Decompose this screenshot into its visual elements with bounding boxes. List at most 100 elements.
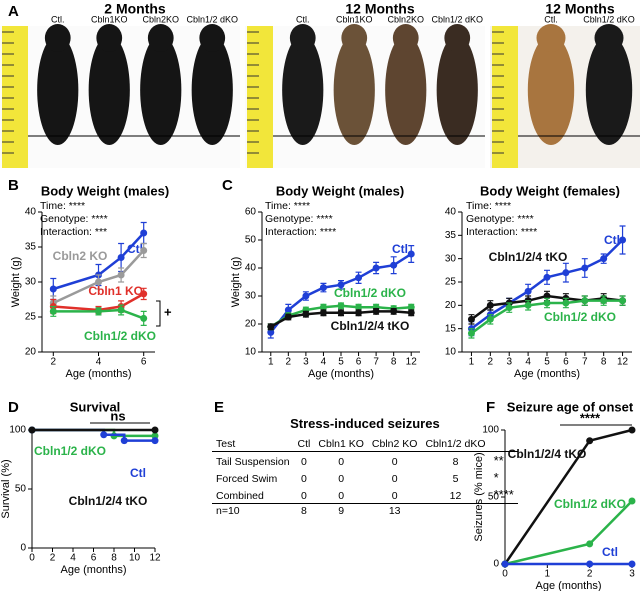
data-point: [586, 540, 594, 548]
mouse-head: [199, 24, 226, 52]
x-tick-label: 6: [356, 357, 362, 368]
annotation: Interaction: ****: [265, 226, 336, 238]
table-footer-row: n=10 8 9 13: [212, 503, 518, 518]
x-tick-label: 1: [545, 569, 551, 580]
x-tick-label: 3: [506, 357, 512, 368]
data-point: [562, 299, 570, 307]
x-tick-label: 6: [91, 553, 97, 564]
y-tick-label: 50: [245, 235, 257, 246]
data-point: [543, 299, 551, 307]
mouse-head: [289, 24, 316, 52]
y-axis-label: Weight (g): [230, 257, 242, 308]
mouse-body: [37, 35, 79, 145]
annotation: Time: ****: [466, 200, 511, 212]
data-point: [140, 229, 148, 237]
y-tick-label: 35: [445, 230, 457, 241]
y-tick-label: 30: [25, 277, 37, 288]
x-tick-label: 7: [582, 357, 588, 368]
x-axis-label: Age (months): [65, 368, 131, 380]
series-label: Ctl: [602, 545, 618, 559]
data-point: [284, 306, 292, 314]
data-point: [390, 307, 398, 315]
seizure-table: Stress-induced seizures Test Ctl Cbln1 KO Cb…: [212, 416, 518, 518]
photo-title: 2 Months: [104, 1, 166, 17]
photo-label: Cbln1/2 dKO: [186, 14, 238, 24]
chart-title: Body Weight (females): [480, 183, 620, 198]
chart-title: Seizure age of onset: [507, 399, 634, 414]
table-title: Stress-induced seizures: [290, 416, 440, 431]
photo-label: Cbln1/2 dKO: [583, 14, 635, 24]
annotation: Time: ****: [265, 200, 310, 212]
mouse-head: [536, 24, 566, 52]
mouse-body: [282, 35, 324, 145]
data-point: [355, 303, 363, 311]
mouse-body: [527, 35, 575, 145]
series-label: Ctl: [392, 242, 408, 256]
x-tick-label: 3: [303, 357, 309, 368]
data-point: [267, 323, 275, 331]
y-tick-label: 35: [25, 242, 37, 253]
x-tick-label: 6: [141, 357, 147, 368]
series-label: Cbln1/2 dKO: [34, 444, 106, 458]
chart-title: Body Weight (males): [276, 183, 404, 198]
annotation: Interaction: ****: [466, 226, 537, 238]
table-row: Tail Suspension 0 0 0 8 **: [212, 452, 518, 470]
data-point: [49, 285, 57, 293]
table-cell: 12: [449, 490, 462, 502]
data-point: [355, 309, 363, 317]
x-tick-label: 8: [391, 357, 397, 368]
annotation: Interaction: ***: [40, 226, 107, 238]
x-tick-label: 5: [338, 357, 344, 368]
panel-label: D: [8, 399, 19, 416]
mouse-head: [341, 24, 368, 52]
data-point: [117, 271, 125, 279]
table-cell: **: [493, 453, 504, 468]
data-point: [486, 301, 494, 309]
data-point: [524, 301, 532, 309]
n-cell: 9: [314, 503, 368, 518]
y-tick-label: 25: [445, 277, 457, 288]
y-tick-label: 25: [25, 312, 37, 323]
x-tick-label: 4: [525, 357, 531, 368]
table-cell: 0: [338, 456, 345, 468]
data-point: [28, 426, 36, 434]
photo-label: Ctl.: [296, 14, 310, 24]
series-line: [52, 249, 145, 305]
header-cell: Ctl: [293, 437, 315, 452]
series-label: Ctl: [604, 233, 620, 247]
header-cell: [489, 437, 518, 452]
y-tick-label: 30: [245, 291, 257, 302]
photo-title: 12 Months: [345, 1, 414, 17]
data-point: [117, 254, 125, 261]
data-point: [628, 497, 636, 505]
data-point: [140, 247, 148, 254]
annotation: +: [164, 304, 172, 319]
photo-label: Ctl.: [544, 14, 558, 24]
data-point: [586, 560, 594, 568]
data-point: [140, 314, 148, 322]
x-tick-label: 4: [321, 357, 327, 368]
mouse-head: [147, 24, 174, 52]
y-axis-label: Seizures (% mice): [473, 452, 485, 541]
x-tick-label: 1: [469, 357, 475, 368]
data-point: [337, 309, 345, 317]
data-point: [372, 307, 380, 315]
x-tick-label: 0: [502, 569, 508, 580]
header-cell: Test: [212, 437, 294, 452]
series-label: Ctl: [130, 466, 146, 480]
y-tick-label: 40: [245, 263, 257, 274]
table-row: Forced Swim 0 0 0 5 *: [212, 469, 518, 486]
data-point: [372, 264, 380, 272]
data-point: [619, 236, 627, 244]
photo-label: Cbln1/2 dKO: [431, 14, 483, 24]
x-tick-label: 12: [617, 357, 629, 368]
data-point: [407, 309, 415, 317]
table-cell: ****: [493, 487, 514, 502]
data-point: [586, 437, 594, 445]
series-label: Cbln1/2 dKO: [544, 310, 616, 324]
y-tick-label: 0: [493, 559, 499, 570]
table-row: Combined 0 0 0 12 ****: [212, 486, 518, 504]
series-label: Cbln1/2/4 tKO: [508, 447, 587, 461]
significance-bracket: [156, 300, 161, 327]
